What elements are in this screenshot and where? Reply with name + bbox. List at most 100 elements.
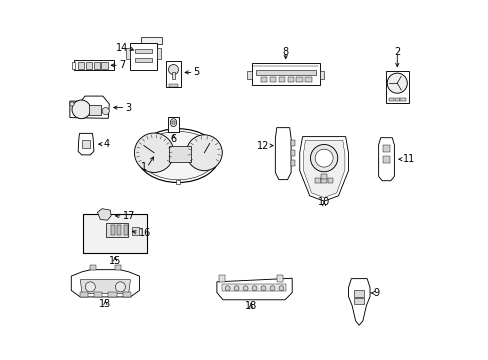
Bar	[251, 63, 319, 85]
Text: 9: 9	[373, 288, 379, 298]
Bar	[82, 140, 89, 148]
Text: 7: 7	[119, 60, 125, 70]
Bar	[126, 48, 129, 59]
Polygon shape	[275, 128, 290, 180]
Text: 1: 1	[141, 162, 147, 172]
Bar	[85, 62, 92, 69]
Bar	[255, 70, 315, 75]
Bar	[135, 49, 152, 53]
Bar	[394, 98, 399, 101]
Bar	[135, 58, 152, 62]
Bar	[169, 84, 178, 87]
Bar	[260, 77, 266, 82]
Text: 14: 14	[116, 43, 128, 53]
Bar	[278, 77, 285, 82]
Bar	[319, 71, 324, 79]
Bar	[305, 77, 311, 82]
Text: 18: 18	[244, 301, 257, 311]
Text: 6: 6	[170, 134, 176, 144]
Bar	[314, 178, 320, 183]
Bar	[157, 48, 160, 59]
Bar	[321, 178, 326, 183]
Bar	[290, 140, 295, 145]
Bar	[388, 98, 393, 101]
Polygon shape	[378, 138, 394, 181]
Bar	[247, 71, 251, 79]
Bar	[106, 223, 128, 237]
Bar	[72, 62, 75, 69]
Circle shape	[134, 133, 174, 172]
Text: 10: 10	[317, 197, 329, 207]
Circle shape	[186, 135, 222, 171]
Bar	[101, 62, 108, 69]
Bar	[321, 174, 326, 179]
Circle shape	[278, 286, 284, 291]
Bar	[290, 160, 295, 166]
Polygon shape	[303, 140, 344, 198]
Bar	[169, 146, 190, 162]
Polygon shape	[71, 270, 139, 297]
Bar	[93, 62, 100, 69]
Ellipse shape	[139, 131, 216, 180]
Bar	[276, 275, 282, 282]
Bar	[167, 117, 179, 132]
Polygon shape	[299, 136, 348, 201]
Bar	[290, 150, 295, 156]
Bar	[269, 77, 276, 82]
Bar	[327, 178, 333, 183]
Text: 4: 4	[104, 139, 110, 149]
Bar	[94, 292, 102, 297]
Circle shape	[314, 149, 332, 167]
Circle shape	[310, 144, 337, 172]
Bar	[78, 62, 84, 69]
Bar	[140, 37, 162, 44]
Circle shape	[72, 100, 90, 119]
Circle shape	[168, 64, 178, 75]
Polygon shape	[348, 279, 369, 325]
Bar	[115, 265, 121, 270]
Circle shape	[70, 102, 74, 106]
Bar	[385, 71, 408, 103]
Circle shape	[85, 282, 95, 292]
Text: 13: 13	[99, 299, 111, 309]
Polygon shape	[217, 278, 292, 300]
Text: 5: 5	[193, 67, 200, 77]
Ellipse shape	[170, 119, 176, 127]
Text: 17: 17	[122, 211, 135, 221]
Bar	[382, 145, 389, 152]
Bar	[117, 225, 121, 235]
Text: 11: 11	[402, 154, 414, 164]
Bar	[400, 98, 405, 101]
Polygon shape	[78, 134, 94, 155]
Text: 8: 8	[282, 46, 288, 57]
Bar	[131, 226, 139, 234]
Bar	[296, 77, 303, 82]
Polygon shape	[97, 209, 111, 220]
Bar	[74, 60, 113, 70]
Bar	[172, 72, 175, 79]
Bar	[382, 156, 389, 163]
Bar	[122, 292, 131, 297]
Circle shape	[234, 286, 239, 291]
Bar	[90, 265, 96, 270]
Text: 3: 3	[125, 103, 131, 113]
Circle shape	[261, 286, 265, 291]
Circle shape	[224, 286, 230, 291]
Bar	[110, 225, 115, 235]
Bar	[219, 275, 224, 282]
Bar	[80, 292, 88, 297]
Text: 2: 2	[393, 46, 400, 57]
Ellipse shape	[137, 129, 219, 183]
Bar	[287, 77, 293, 82]
Bar	[353, 298, 364, 304]
Bar	[129, 42, 157, 69]
Circle shape	[386, 73, 407, 93]
Circle shape	[251, 286, 257, 291]
Bar	[89, 105, 101, 115]
Bar	[166, 60, 180, 87]
Text: 15: 15	[109, 256, 121, 266]
Bar	[123, 225, 128, 235]
Bar	[353, 290, 364, 297]
Bar	[222, 284, 285, 291]
Bar	[108, 292, 117, 297]
